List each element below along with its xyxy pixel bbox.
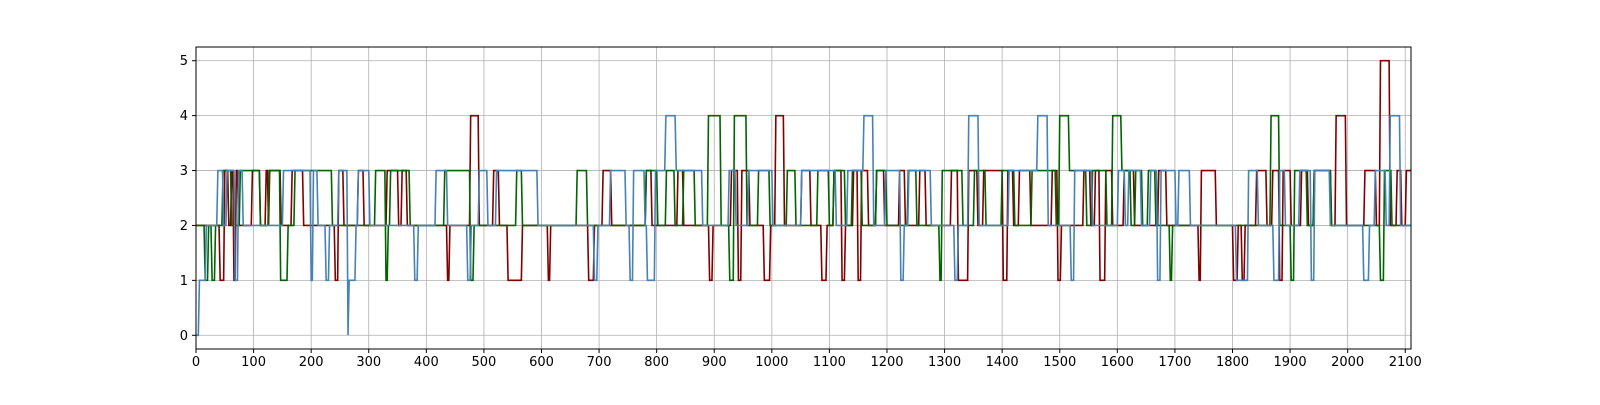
x-tick-label: 1700 (1158, 355, 1191, 370)
x-tick-label: 100 (241, 355, 266, 370)
x-tick-label: 1600 (1101, 355, 1134, 370)
x-tick-label: 1300 (928, 355, 961, 370)
series-line-3 (196, 114, 1411, 337)
axes-frame (195, 46, 1412, 350)
ticks: 0 100 200 300 400 500 600 700 800 900 1000 1100 1200… (180, 54, 1422, 370)
x-tick-label: 1200 (870, 355, 903, 370)
x-tick-label: 1400 (986, 355, 1019, 370)
y-tick-label: 1 (180, 274, 188, 289)
y-tick-label: 0 (180, 329, 188, 344)
x-tick-label: 400 (414, 355, 439, 370)
x-tick-label: 800 (644, 355, 669, 370)
x-tick-label: 1100 (813, 355, 846, 370)
series-line-2 (196, 114, 1411, 282)
x-tick-label: 500 (472, 355, 497, 370)
x-tick-label: 2000 (1331, 355, 1364, 370)
x-tick-label: 1000 (755, 355, 788, 370)
y-tick-label: 2 (180, 219, 188, 234)
y-tick-label: 3 (180, 164, 188, 179)
series-lines (196, 59, 1411, 337)
x-tick-label: 900 (702, 355, 727, 370)
x-tick-label: 200 (299, 355, 324, 370)
x-tick-label: 1500 (1043, 355, 1076, 370)
x-tick-label: 600 (529, 355, 554, 370)
x-tick-label: 1800 (1216, 355, 1249, 370)
y-tick-label: 5 (180, 54, 188, 69)
x-tick-label: 2100 (1389, 355, 1422, 370)
x-tick-label: 0 (192, 355, 200, 370)
x-tick-label: 1900 (1274, 355, 1307, 370)
x-tick-label: 300 (356, 355, 381, 370)
x-tick-label: 700 (587, 355, 612, 370)
y-tick-label: 4 (180, 109, 188, 124)
